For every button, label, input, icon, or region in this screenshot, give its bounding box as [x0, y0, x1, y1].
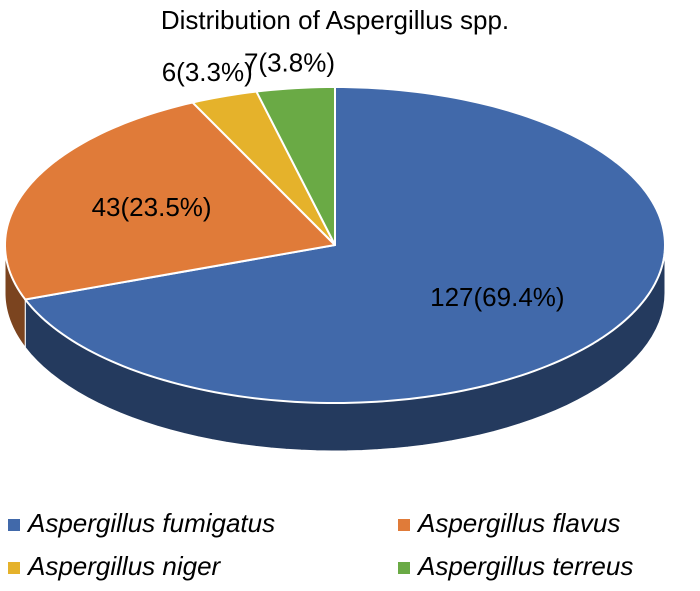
data-label: 7(3.8%)	[244, 47, 335, 77]
legend-label: Aspergillus fumigatus	[26, 508, 275, 538]
legend-swatch	[398, 562, 410, 574]
legend-swatch	[8, 562, 20, 574]
slice	[255, 86, 336, 246]
chart-title: Distribution of Aspergillus spp.	[161, 5, 509, 35]
data-label: 43(23.5%)	[92, 192, 212, 222]
legend-swatch	[398, 519, 410, 531]
slice	[191, 90, 336, 246]
legend-label: Aspergillus terreus	[416, 551, 633, 581]
data-label: 127(69.4%)	[430, 282, 564, 312]
data-label: 6(3.3%)	[162, 57, 253, 87]
legend-label: Aspergillus flavus	[416, 508, 620, 538]
slice	[24, 86, 666, 404]
legend-swatch	[8, 519, 20, 531]
slice	[4, 101, 336, 301]
legend-label: Aspergillus niger	[26, 551, 222, 581]
